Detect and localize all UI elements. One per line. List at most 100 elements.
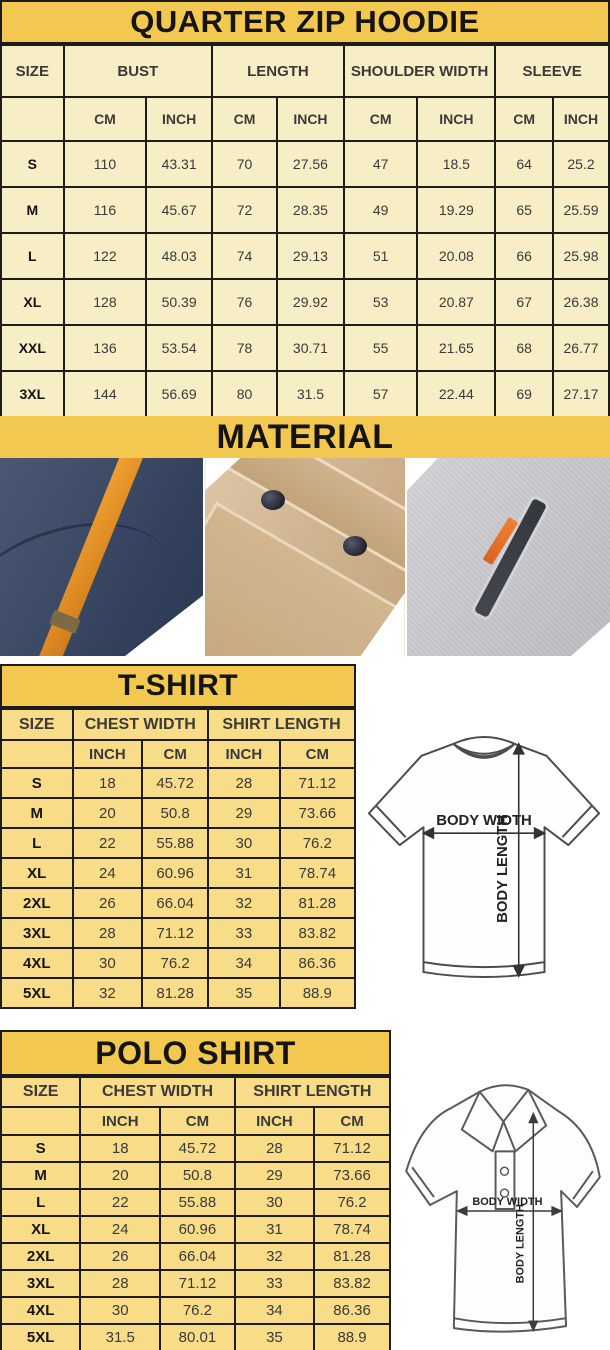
value-cell: 78.74 [313,1215,391,1244]
value-cell: 72 [210,186,279,234]
value-cell: 43.31 [145,140,213,188]
hoodie-chart-title: QUARTER ZIP HOODIE [0,0,610,44]
unit-header: CM [141,739,210,769]
size-label: 3XL [0,917,74,949]
body-length-label: BODY LENGTH [495,815,511,923]
table-row: XL 128 50.39 76 29.92 53 20.87 67 26.38 [0,278,610,326]
size-label: XXL [0,324,65,372]
value-cell: 30 [233,1188,316,1217]
unit-header: CM [62,96,148,142]
empty-cell [0,739,74,769]
value-cell: 56.69 [145,370,213,418]
value-cell: 28 [79,1269,162,1298]
polo-chart-title: POLO SHIRT [0,1030,391,1076]
value-cell: 64 [494,140,554,188]
polo-outline-drawing: BODY WIDTH BODY LENGTH [405,1084,601,1333]
size-label: 4XL [0,1296,82,1325]
table-row: 2XL 26 66.04 32 81.28 [0,887,357,919]
unit-header: INCH [79,1106,162,1136]
fabric-photo-khaki [205,458,405,656]
value-cell: 80.01 [159,1323,236,1350]
shoulder-group-header: SHOULDER WIDTH [342,44,497,98]
value-cell: 35 [233,1323,316,1350]
value-cell: 78 [210,324,279,372]
value-cell: 33 [233,1269,316,1298]
unit-header: INCH [233,1106,316,1136]
value-cell: 71.12 [313,1134,391,1163]
table-row: 3XL 144 56.69 80 31.5 57 22.44 69 27.17 [0,370,610,418]
value-cell: 80 [210,370,279,418]
value-cell: 31 [233,1215,316,1244]
value-cell: 76.2 [313,1188,391,1217]
value-cell: 50.8 [159,1161,236,1190]
unit-header: INCH [145,96,213,142]
unit-header: CM [494,96,554,142]
value-cell: 25.98 [552,232,610,280]
value-cell: 60.96 [159,1215,236,1244]
size-label: L [0,232,65,280]
size-label: 2XL [0,887,74,919]
size-column-header: SIZE [0,1076,82,1108]
value-cell: 69 [494,370,554,418]
fabric-photo-gray [406,458,610,656]
value-cell: 66 [494,232,554,280]
value-cell: 45.72 [141,767,210,799]
body-width-label: BODY WIDTH [472,1196,542,1208]
table-row: M 20 50.8 29 73.66 [0,1161,391,1190]
size-label: XL [0,857,74,889]
table-row: 3XL 28 71.12 33 83.82 [0,1269,391,1298]
fabric-photo-navy [0,458,204,656]
size-label: L [0,1188,82,1217]
unit-header: INCH [207,739,281,769]
value-cell: 66.04 [159,1242,236,1271]
table-row: XL 24 60.96 31 78.74 [0,1215,391,1244]
value-cell: 88.9 [313,1323,391,1350]
value-cell: 86.36 [313,1296,391,1325]
unit-header: INCH [552,96,610,142]
value-cell: 78.74 [278,857,357,889]
unit-header: INCH [276,96,345,142]
size-label: S [0,140,65,188]
value-cell: 45.67 [145,186,213,234]
size-column-header: SIZE [0,708,74,741]
value-cell: 22.44 [416,370,497,418]
value-cell: 45.72 [159,1134,236,1163]
value-cell: 28 [233,1134,316,1163]
size-label: M [0,186,65,234]
size-label: M [0,1161,82,1190]
value-cell: 116 [62,186,148,234]
snap-button-icon [261,490,286,510]
value-cell: 26.77 [552,324,610,372]
tshirt-size-table: SIZE CHEST WIDTH SHIRT LENGTH INCH CM IN… [0,708,357,1009]
value-cell: 22 [71,827,144,859]
bust-group-header: BUST [62,44,213,98]
value-cell: 76.2 [278,827,357,859]
size-label: XL [0,1215,82,1244]
value-cell: 34 [207,947,281,979]
table-row: M 116 45.67 72 28.35 49 19.29 65 25.59 [0,186,610,234]
material-photos [0,458,610,656]
value-cell: 30 [79,1296,162,1325]
value-cell: 73.66 [278,797,357,829]
photo-corner [406,458,438,491]
body-width-label: BODY WIDTH [436,813,532,829]
table-row: 4XL 30 76.2 34 86.36 [0,947,357,979]
size-label: S [0,767,74,799]
value-cell: 53.54 [145,324,213,372]
sleeve-group-header: SLEEVE [494,44,610,98]
value-cell: 65 [494,186,554,234]
polo-size-table: SIZE CHEST WIDTH SHIRT LENGTH INCH CM IN… [0,1076,392,1350]
empty-cell [0,1106,82,1136]
value-cell: 136 [62,324,148,372]
value-cell: 29.92 [276,278,345,326]
value-cell: 122 [62,232,148,280]
value-cell: 35 [207,977,281,1009]
value-cell: 76 [210,278,279,326]
value-cell: 83.82 [278,917,357,949]
size-label: 3XL [0,1269,82,1298]
value-cell: 144 [62,370,148,418]
table-row: 5XL 31.5 80.01 35 88.9 [0,1323,391,1350]
value-cell: 71.12 [159,1269,236,1298]
table-row: XL 24 60.96 31 78.74 [0,857,357,889]
